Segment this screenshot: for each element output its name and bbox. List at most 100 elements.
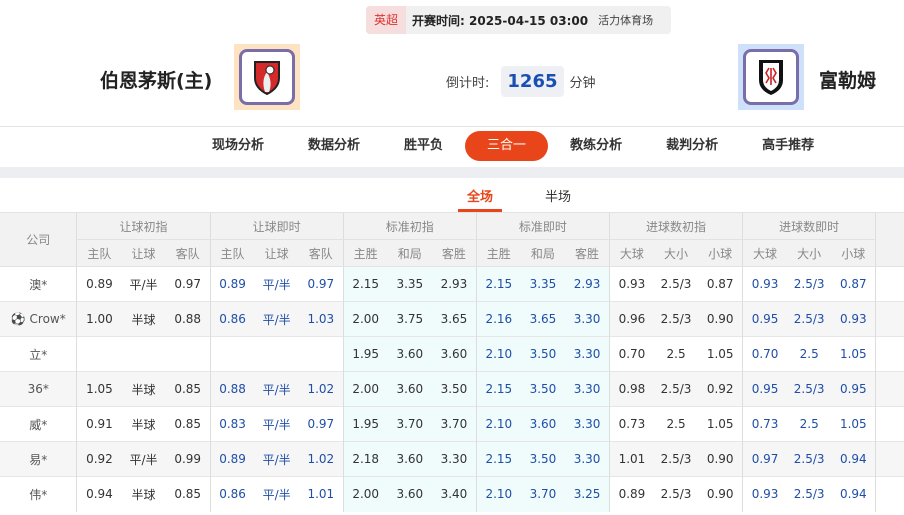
odds-cell[interactable]: 0.98 xyxy=(608,371,654,407)
odds-cell[interactable]: 平/半 xyxy=(121,266,166,302)
company-cell[interactable]: 易* xyxy=(0,441,77,477)
odds-cell[interactable]: 2.5 xyxy=(786,336,832,372)
odds-cell[interactable]: 2.15 xyxy=(475,441,521,477)
odds-cell[interactable]: 3.35 xyxy=(520,266,566,302)
odds-cell[interactable]: 3.30 xyxy=(565,406,610,442)
odds-cell[interactable]: 0.93 xyxy=(742,476,787,512)
odds-cell[interactable]: 半球 xyxy=(121,406,166,442)
odds-cell[interactable]: 2.18 xyxy=(342,441,388,477)
odds-cell[interactable]: 0.86 xyxy=(209,476,255,512)
company-cell[interactable]: 澳* xyxy=(0,266,77,302)
odds-cell[interactable]: 平/半 xyxy=(254,441,299,477)
odds-cell[interactable] xyxy=(209,336,255,372)
nav-expert-picks[interactable]: 高手推荐 xyxy=(762,138,815,153)
nav-three-in-one[interactable]: 三合一 xyxy=(465,131,549,161)
odds-cell[interactable]: 1.05 xyxy=(698,406,743,442)
nav-data-analysis[interactable]: 数据分析 xyxy=(308,138,361,153)
odds-cell[interactable]: 2.93 xyxy=(431,266,477,302)
nav-coach-analysis[interactable]: 教练分析 xyxy=(570,138,623,153)
odds-cell[interactable]: 2.5 xyxy=(786,406,832,442)
company-cell[interactable]: 伟* xyxy=(0,476,77,512)
odds-cell[interactable]: 0.97 xyxy=(298,266,344,302)
odds-cell[interactable]: 3.70 xyxy=(387,406,432,442)
odds-cell[interactable]: 3.30 xyxy=(431,441,477,477)
league-badge[interactable]: 英超 xyxy=(366,6,407,34)
table-row[interactable]: 澳* 0.89 平/半 0.97 0.89 平/半 0.97 2.15 3.35 2.93 2.15… xyxy=(0,266,904,302)
odds-cell[interactable]: 0.89 xyxy=(76,266,122,302)
odds-cell[interactable]: 3.40 xyxy=(431,476,477,512)
odds-cell[interactable]: 1.05 xyxy=(76,371,122,407)
odds-cell[interactable]: 0.73 xyxy=(608,406,654,442)
odds-cell[interactable]: 1.05 xyxy=(698,336,743,372)
odds-cell[interactable]: 半球 xyxy=(121,476,166,512)
odds-cell[interactable]: 0.90 xyxy=(698,476,743,512)
odds-cell[interactable]: 0.85 xyxy=(165,406,211,442)
odds-cell[interactable]: 2.10 xyxy=(475,406,521,442)
odds-cell[interactable]: 1.95 xyxy=(342,336,388,372)
odds-cell[interactable]: 3.60 xyxy=(387,441,432,477)
odds-cell[interactable]: 2.00 xyxy=(342,371,388,407)
odds-cell[interactable]: 平/半 xyxy=(121,441,166,477)
odds-cell[interactable]: 平/半 xyxy=(254,476,299,512)
odds-cell[interactable]: 3.70 xyxy=(520,476,566,512)
odds-cell[interactable]: 2.5/3 xyxy=(786,476,832,512)
odds-cell[interactable]: 3.30 xyxy=(565,301,610,337)
odds-cell[interactable]: 3.60 xyxy=(520,406,566,442)
odds-cell[interactable]: 0.83 xyxy=(209,406,255,442)
odds-cell[interactable]: 2.5 xyxy=(653,406,699,442)
odds-cell[interactable]: 2.10 xyxy=(475,476,521,512)
home-team-name[interactable]: 伯恩茅斯(主) xyxy=(100,70,213,92)
odds-cell[interactable]: 2.00 xyxy=(342,476,388,512)
odds-cell[interactable]: 3.50 xyxy=(520,371,566,407)
odds-cell[interactable]: 1.01 xyxy=(608,441,654,477)
odds-cell[interactable]: 2.5/3 xyxy=(786,266,832,302)
odds-cell[interactable]: 1.05 xyxy=(831,336,876,372)
odds-cell[interactable]: 2.5/3 xyxy=(653,301,699,337)
tab-full-time[interactable]: 全场 xyxy=(458,186,502,212)
odds-cell[interactable]: 平/半 xyxy=(254,371,299,407)
odds-cell[interactable]: 0.94 xyxy=(76,476,122,512)
odds-cell[interactable] xyxy=(254,336,299,372)
odds-cell[interactable]: 3.75 xyxy=(387,301,432,337)
odds-cell[interactable]: 0.70 xyxy=(608,336,654,372)
odds-cell[interactable]: 2.5/3 xyxy=(786,441,832,477)
tab-half-time[interactable]: 半场 xyxy=(544,190,571,205)
odds-cell[interactable]: 2.15 xyxy=(475,266,521,302)
odds-cell[interactable]: 0.92 xyxy=(698,371,743,407)
odds-cell[interactable]: 0.88 xyxy=(209,371,255,407)
odds-cell[interactable]: 0.90 xyxy=(698,441,743,477)
odds-cell[interactable]: 2.5/3 xyxy=(653,266,699,302)
odds-cell[interactable] xyxy=(76,336,122,372)
odds-cell[interactable]: 3.60 xyxy=(431,336,477,372)
odds-cell[interactable]: 0.92 xyxy=(76,441,122,477)
odds-cell[interactable]: 0.70 xyxy=(742,336,787,372)
odds-cell[interactable]: 3.30 xyxy=(565,371,610,407)
odds-cell[interactable]: 0.89 xyxy=(209,266,255,302)
odds-cell[interactable] xyxy=(298,336,344,372)
odds-cell[interactable]: 0.96 xyxy=(608,301,654,337)
nav-referee-analysis[interactable]: 裁判分析 xyxy=(666,138,719,153)
odds-cell[interactable]: 2.5/3 xyxy=(653,441,699,477)
nav-live-analysis[interactable]: 现场分析 xyxy=(212,138,265,153)
odds-cell[interactable]: 0.95 xyxy=(742,371,787,407)
table-row[interactable]: 易* 0.92 平/半 0.99 0.89 平/半 1.02 2.18 3.60 3.30 2.15… xyxy=(0,441,904,477)
odds-cell[interactable]: 2.5/3 xyxy=(786,301,832,337)
table-row[interactable]: 36* 1.05 半球 0.85 0.88 平/半 1.02 2.00 3.60 3.50 2.15… xyxy=(0,371,904,407)
odds-cell[interactable]: 0.93 xyxy=(608,266,654,302)
odds-cell[interactable]: 3.60 xyxy=(387,371,432,407)
odds-cell[interactable]: 3.70 xyxy=(431,406,477,442)
odds-cell[interactable]: 平/半 xyxy=(254,301,299,337)
odds-cell[interactable]: 0.95 xyxy=(831,371,876,407)
odds-cell[interactable]: 2.00 xyxy=(342,301,388,337)
table-row[interactable]: 伟* 0.94 半球 0.85 0.86 平/半 1.01 2.00 3.60 3.40 2.10 3… xyxy=(0,476,904,512)
odds-cell[interactable]: 3.35 xyxy=(387,266,432,302)
odds-cell[interactable]: 0.89 xyxy=(209,441,255,477)
odds-cell[interactable]: 1.01 xyxy=(298,476,344,512)
odds-cell[interactable]: 3.50 xyxy=(431,371,477,407)
odds-cell[interactable]: 2.93 xyxy=(565,266,610,302)
odds-cell[interactable]: 半球 xyxy=(121,301,166,337)
company-cell[interactable]: 威* xyxy=(0,406,77,442)
company-cell[interactable]: ⚽ Crow* xyxy=(0,301,77,337)
odds-cell[interactable]: 3.65 xyxy=(431,301,477,337)
table-row[interactable]: 立* 1.95 3.60 3.60 2.10 3.50 3.30 0.70 2.5 1.05 0.7… xyxy=(0,336,904,372)
